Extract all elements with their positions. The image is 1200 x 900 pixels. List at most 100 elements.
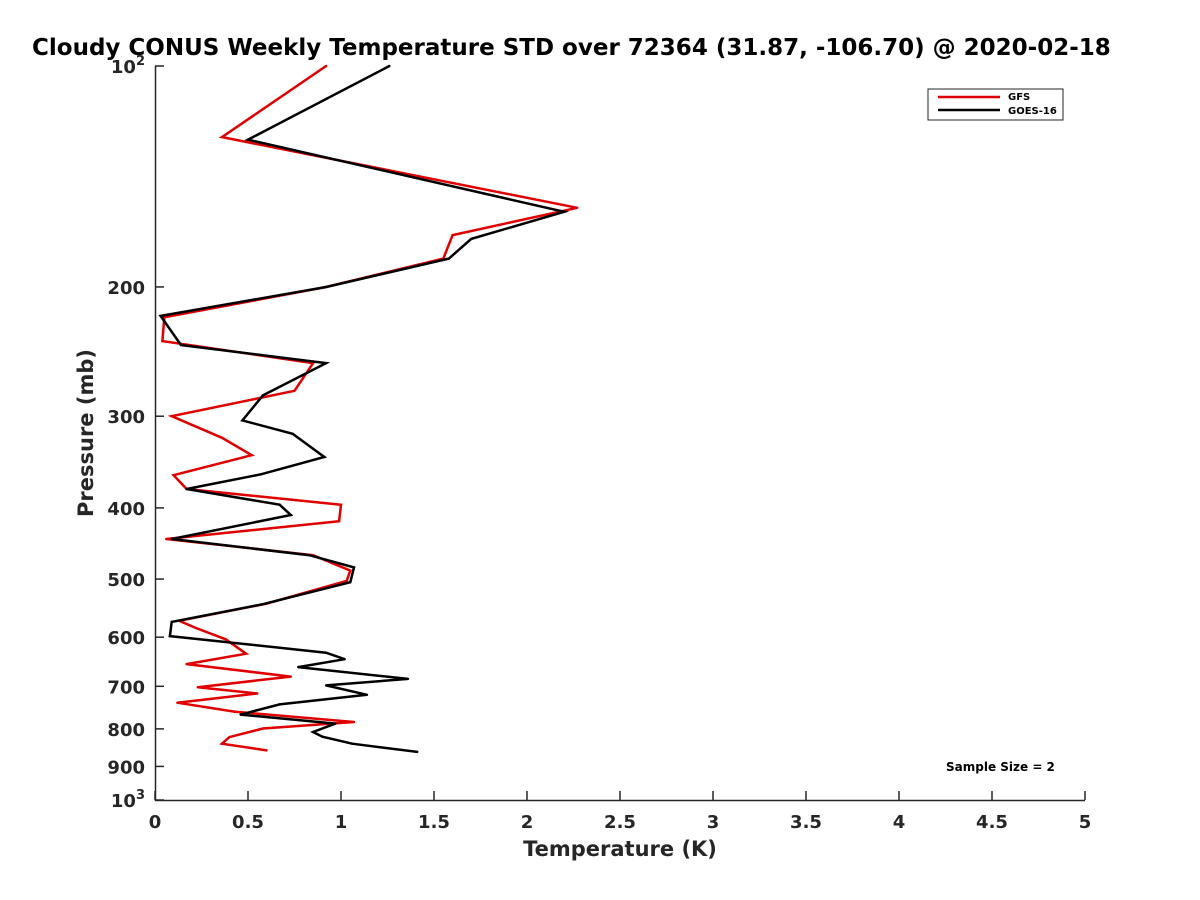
y-ticks: 102 200 300 400 500 600 700 800 900 103	[107, 54, 164, 812]
data-point-gfs-1	[220, 135, 224, 139]
data-point-goes16-26	[297, 665, 300, 669]
data-point-goes16-7	[179, 343, 183, 347]
data-point-gfs-20	[345, 579, 348, 583]
data-point-goes16-17	[170, 537, 173, 541]
y-tick-label: 500	[107, 570, 145, 591]
data-point-gfs-23	[194, 626, 198, 630]
data-point-goes16-9	[261, 394, 265, 397]
x-tick-label: 3	[707, 812, 720, 833]
legend-label-gfs: GFS	[1008, 92, 1030, 103]
x-ticks: 0 0.5 1 1.5 2 2.5 3 3.5 4 4.5 5	[149, 791, 1092, 833]
data-point-goes16-27	[406, 677, 410, 681]
data-point-goes16-23	[168, 634, 172, 638]
series-layer	[158, 64, 579, 754]
data-point-goes16-33	[311, 730, 315, 734]
data-point-goes16-13	[259, 473, 263, 476]
x-tick-label: 2	[521, 812, 534, 833]
data-point-goes16-15	[278, 503, 281, 506]
x-tick-label: 0.5	[232, 812, 264, 833]
data-point-gfs-30	[176, 701, 179, 704]
data-point-gfs-0	[324, 64, 328, 68]
data-point-goes16-18	[308, 554, 311, 557]
data-point-gfs-29	[256, 692, 259, 695]
legend-label-goes16: GOES-16	[1008, 106, 1057, 117]
data-point-gfs-19	[349, 569, 352, 572]
data-point-gfs-25	[244, 652, 248, 655]
y-tick-label: 200	[107, 278, 145, 299]
data-point-gfs-6	[163, 316, 166, 319]
data-point-gfs-26	[185, 662, 188, 666]
data-point-gfs-13	[172, 474, 175, 477]
data-point-goes16-3	[470, 237, 473, 241]
x-tick-label: 3.5	[790, 812, 822, 833]
data-point-gfs-36	[265, 749, 268, 752]
data-point-gfs-16	[337, 520, 341, 523]
data-point-goes16-36	[416, 750, 419, 754]
data-point-gfs-11	[220, 436, 224, 439]
data-point-goes16-14	[185, 487, 188, 491]
data-point-gfs-24	[224, 638, 227, 641]
x-tick-label: 4.5	[976, 812, 1008, 833]
data-point-gfs-32	[352, 720, 356, 724]
series-line-goes16	[158, 64, 570, 754]
data-point-gfs-31	[233, 710, 237, 713]
x-tick-label: 1.5	[418, 812, 450, 833]
data-point-goes16-0	[388, 64, 391, 68]
y-tick-label: 800	[107, 720, 145, 741]
legend-box	[927, 88, 1064, 121]
data-point-goes16-5	[324, 285, 328, 289]
data-point-goes16-22	[170, 620, 173, 624]
data-point-gfs-9	[293, 389, 296, 392]
data-point-goes16-24	[324, 651, 328, 654]
data-point-goes16-21	[261, 603, 265, 606]
y-tick-label: 700	[107, 677, 145, 698]
data-point-goes16-34	[321, 735, 324, 738]
data-point-goes16-10	[241, 419, 244, 422]
chart-title: Cloudy CONUS Weekly Temperature STD over…	[32, 35, 1111, 61]
data-point-gfs-35	[220, 742, 224, 745]
x-tick-label: 0	[149, 812, 162, 833]
y-tick-label: 300	[107, 407, 145, 428]
y-axis-label: Pressure (mb)	[74, 349, 98, 517]
data-point-goes16-8	[324, 361, 328, 365]
y-tick-label: 400	[107, 499, 145, 520]
data-point-gfs-7	[161, 339, 164, 343]
data-point-goes16-25	[343, 658, 346, 661]
data-point-goes16-20	[349, 581, 352, 584]
x-tick-label: 5	[1079, 812, 1092, 833]
data-point-goes16-35	[351, 742, 354, 745]
data-point-goes16-31	[239, 713, 242, 716]
data-point-goes16-1	[246, 138, 250, 141]
data-point-gfs-27	[289, 675, 292, 678]
y-tick-label: 900	[107, 757, 145, 778]
x-tick-label: 2.5	[604, 812, 636, 833]
sample-size-annotation: Sample Size = 2	[946, 760, 1055, 774]
data-point-gfs-3	[451, 233, 454, 237]
data-point-goes16-2	[563, 210, 566, 213]
data-point-gfs-34	[228, 735, 231, 739]
data-point-goes16-6	[159, 314, 162, 318]
data-point-gfs-28	[196, 686, 199, 689]
data-point-goes16-28	[324, 684, 328, 687]
data-point-gfs-15	[339, 503, 343, 506]
y-tick-label: 102	[111, 54, 145, 78]
y-tick-label: 600	[107, 628, 145, 649]
data-point-gfs-17	[165, 537, 168, 541]
data-point-gfs-2	[576, 206, 579, 209]
x-axis-label: Temperature (K)	[523, 837, 717, 861]
x-tick-label: 4	[893, 812, 906, 833]
data-point-goes16-32	[334, 722, 337, 725]
data-point-gfs-33	[261, 727, 265, 730]
legend: GFS GOES-16	[927, 88, 1064, 121]
data-point-gfs-12	[250, 454, 253, 457]
data-point-goes16-16	[289, 513, 292, 517]
data-point-goes16-29	[365, 693, 369, 696]
data-point-goes16-4	[447, 257, 451, 260]
x-tick-label: 1	[335, 812, 348, 833]
data-point-goes16-30	[278, 703, 281, 706]
data-point-goes16-12	[323, 455, 326, 459]
data-point-goes16-11	[291, 432, 294, 435]
data-point-goes16-19	[352, 566, 356, 569]
data-point-gfs-10	[170, 415, 173, 418]
